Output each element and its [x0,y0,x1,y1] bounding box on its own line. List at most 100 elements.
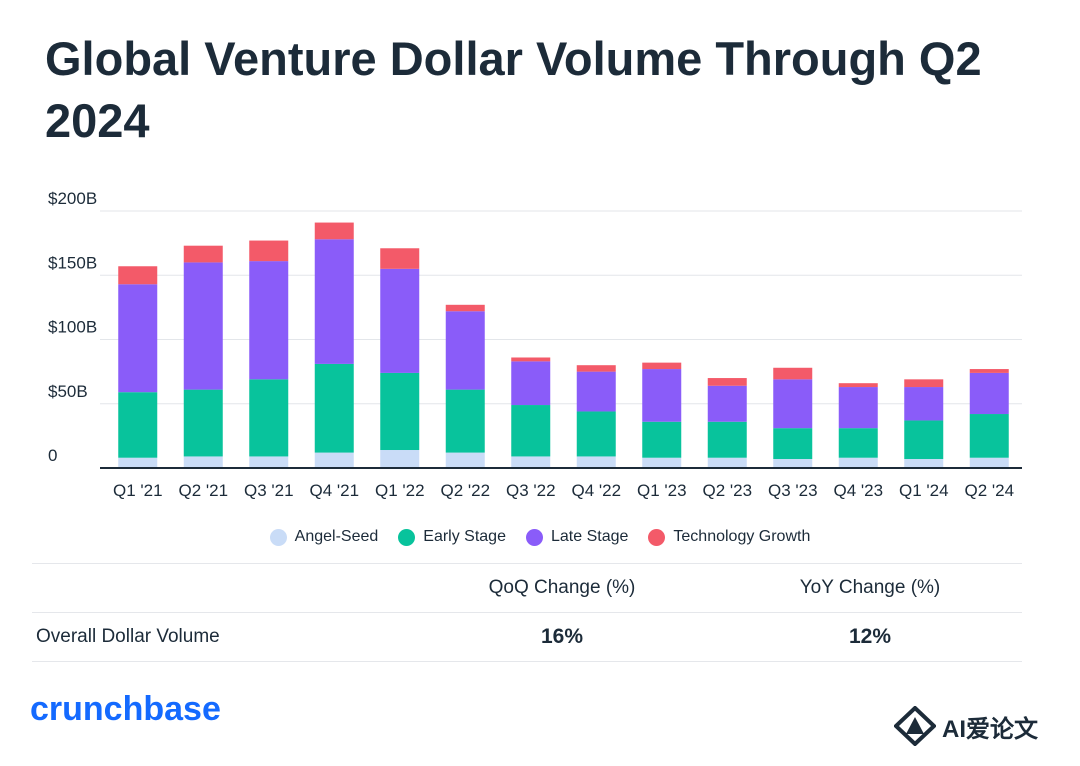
x-tick-label: Q4 '22 [571,481,621,500]
bar-segment-technology-growth [314,222,354,240]
bar-segment-early-stage [511,405,551,457]
legend-item: Technology Growth [648,528,810,546]
bar-segment-angel-seed [838,457,878,468]
stacked-bar-chart: 0$50B$100B$150B$200B Q1 '21 Q2 '21 Q3 '21 Q… [48,189,1022,500]
summary-table: QoQ Change (%) YoY Change (%) Overall Do… [32,563,1022,662]
row-label: Overall Dollar Volume [36,626,220,647]
bar-segment-late-stage [118,284,158,393]
legend-swatch [648,528,666,546]
bar-segment-technology-growth [249,240,289,262]
bar-segment-technology-growth [904,379,944,388]
bar-segment-technology-growth [511,357,551,362]
y-tick-label: $50B [48,382,88,401]
bar-segment-angel-seed [183,456,223,468]
bars [118,222,1009,468]
legend-item: Late Stage [525,528,629,546]
yoy-value: 12% [848,625,892,648]
legend-swatch [525,528,543,546]
x-tick-label: Q2 '23 [702,481,752,500]
bar-segment-early-stage [249,379,289,457]
bar-segment-angel-seed [380,450,420,468]
bar-segment-late-stage [576,371,616,412]
x-tick-label: Q1 '21 [113,481,163,500]
legend-item: Early Stage [398,528,506,546]
bar-segment-early-stage [838,428,878,458]
bar-segment-late-stage [183,262,223,390]
bar-segment-angel-seed [249,456,289,468]
y-tick-label: $200B [48,189,97,208]
legend: Angel-Seed Early Stage Late Stage Technolog… [0,528,1080,546]
bar-segment-technology-growth [183,245,223,263]
x-tick-label: Q1 '23 [637,481,687,500]
y-tick-label: $150B [48,253,97,272]
bar-segment-angel-seed [642,457,682,468]
legend-item: Angel-Seed [269,528,379,546]
bar-segment-early-stage [314,363,354,453]
bar-segment-early-stage [576,411,616,457]
yoy-header: YoY Change (%) [799,577,941,598]
bar-segment-angel-seed [511,456,551,468]
bar-segment-late-stage [904,387,944,421]
bar-segment-early-stage [118,392,158,458]
bar-segment-late-stage [707,385,747,422]
bar-segment-early-stage [380,372,420,451]
x-tick-label: Q3 '23 [768,481,818,500]
bar-segment-early-stage [445,389,485,453]
x-tick-label: Q4 '21 [309,481,359,500]
x-tick-label: Q2 '21 [178,481,228,500]
table-row: Overall Dollar Volume 16% 12% [32,612,1022,662]
legend-swatch [269,528,287,546]
x-tick-label: Q1 '22 [375,481,425,500]
bar-segment-early-stage [773,428,813,460]
bar-segment-late-stage [642,369,682,422]
gridlines [100,210,1022,405]
bar-segment-technology-growth [642,362,682,370]
x-tick-label: Q3 '22 [506,481,556,500]
y-tick-label: 0 [48,446,57,465]
legend-label: Technology Growth [673,528,811,545]
legend-swatch [398,528,416,546]
x-tick-label: Q4 '23 [833,481,883,500]
bar-segment-late-stage [314,239,354,364]
watermark-text: AI爱论文 [942,715,1038,743]
bar-segment-technology-growth [118,266,158,285]
bar-segment-angel-seed [445,452,485,468]
x-tick-label: Q3 '21 [244,481,294,500]
bar-segment-technology-growth [445,304,485,312]
bar-segment-early-stage [969,414,1009,458]
bar-segment-technology-growth [576,365,616,372]
bar-segment-late-stage [838,387,878,429]
bar-segment-technology-growth [838,383,878,388]
x-tick-label: Q2 '22 [440,481,490,500]
bar-segment-early-stage [642,421,682,458]
qoq-header: QoQ Change (%) [488,577,636,598]
y-axis-tick-labels: 0 $50B $100B $150B $200B [48,189,97,465]
bar-segment-technology-growth [380,248,420,269]
legend-label: Early Stage [423,528,506,545]
x-axis-tick-labels: Q1 '21 Q2 '21 Q3 '21 Q4 '21 Q1 '22 Q2 '22 Q3 '… [113,481,1014,500]
bar-segment-early-stage [904,420,944,460]
watermark: AI爱论文 [894,706,1038,746]
legend-label: Angel-Seed [294,528,379,545]
bar-segment-angel-seed [904,459,944,468]
crunchbase-logo: crunchbase [30,690,221,728]
y-tick-label: $100B [48,318,97,337]
bar-segment-angel-seed [707,457,747,468]
bar-segment-late-stage [445,311,485,390]
bar-segment-angel-seed [773,459,813,468]
bar-segment-early-stage [707,421,747,458]
legend-label: Late Stage [550,528,629,545]
x-tick-label: Q2 '24 [964,481,1014,500]
bar-segment-angel-seed [314,452,354,468]
bar-segment-technology-growth [969,369,1009,373]
bar-segment-angel-seed [576,456,616,468]
chart-title: Global Venture Dollar Volume Through Q2 … [45,32,982,147]
bar-segment-technology-growth [707,378,747,386]
bar-segment-late-stage [249,261,289,380]
bar-segment-late-stage [773,379,813,429]
table-header-row: QoQ Change (%) YoY Change (%) [32,563,1022,612]
bar-segment-late-stage [511,361,551,406]
bar-segment-technology-growth [773,367,813,380]
bar-segment-late-stage [969,372,1009,415]
bar-segment-early-stage [183,389,223,457]
